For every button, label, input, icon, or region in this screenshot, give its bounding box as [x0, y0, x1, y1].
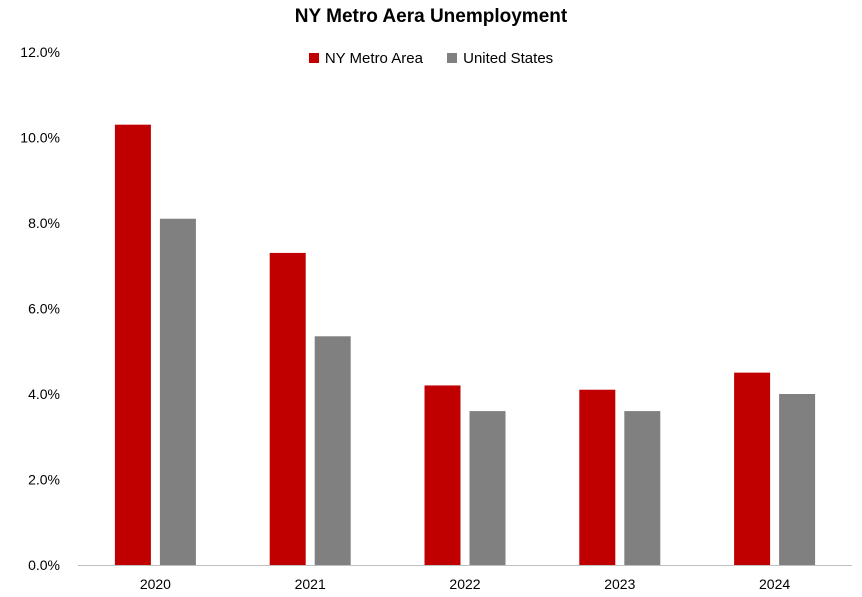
y-tick-label: 8.0%	[28, 215, 60, 231]
legend-swatch-united-states	[447, 53, 458, 63]
y-tick-label: 6.0%	[28, 301, 60, 317]
y-tick-label: 10.0%	[20, 130, 60, 146]
legend-label-ny-metro: NY Metro Area	[324, 50, 423, 67]
bar-ny-metro-2024	[734, 372, 771, 565]
x-tick-label: 2020	[140, 576, 171, 592]
legend-label-united-states: United States	[463, 50, 554, 67]
bar-ny-metro-2021	[269, 252, 306, 566]
bar-united-states-2021	[314, 336, 351, 565]
chart-title: NY Metro Aera Unemployment	[294, 6, 568, 27]
x-tick-label: 2022	[449, 576, 480, 592]
legend-item-united-states: United States	[447, 50, 553, 67]
y-tick-label: 12.0%	[20, 44, 60, 60]
bar-united-states-2024	[779, 394, 816, 565]
legend-swatch-ny-metro	[308, 53, 319, 63]
y-tick-label: 4.0%	[28, 386, 60, 402]
x-tick-label: 2021	[295, 576, 326, 592]
bar-ny-metro-2023	[579, 389, 616, 565]
bar-united-states-2023	[624, 411, 661, 565]
y-tick-label: 0.0%	[28, 557, 60, 573]
bar-united-states-2020	[159, 218, 196, 565]
bar-united-states-2022	[469, 411, 506, 565]
y-tick-label: 2.0%	[28, 472, 60, 488]
bars	[114, 124, 816, 566]
x-tick-label: 2024	[759, 576, 790, 592]
x-tick-label: 2023	[604, 576, 635, 592]
y-axis: 0.0% 2.0% 4.0% 6.0% 8.0% 10.0% 12.0%	[20, 44, 852, 573]
x-axis: 2020 2021 2022 2023 2024	[140, 576, 791, 592]
bar-ny-metro-2022	[424, 385, 461, 565]
legend-item-ny-metro: NY Metro Area	[308, 50, 423, 67]
bar-ny-metro-2020	[114, 124, 151, 566]
legend: NY Metro Area United States	[0, 50, 862, 67]
